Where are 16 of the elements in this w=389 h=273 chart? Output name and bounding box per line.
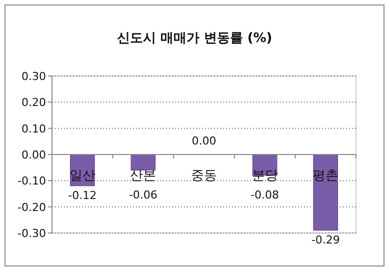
- x-tick-label: 평촌: [312, 168, 339, 184]
- data-label: -0.08: [250, 188, 280, 202]
- data-label: -0.29: [311, 233, 340, 246]
- y-tick-label: 0.30: [22, 70, 46, 83]
- y-tick-label: 0.00: [22, 148, 46, 162]
- x-tick-label: 중동: [191, 168, 217, 184]
- data-label: -0.06: [128, 188, 158, 202]
- y-tick-label: 0.20: [22, 96, 46, 110]
- chart-title: 신도시 매매가 변동률 (%): [116, 31, 272, 46]
- y-tick-label: 0.10: [22, 122, 46, 136]
- data-label: 0.00: [192, 134, 216, 148]
- x-tick-label: 산본: [130, 168, 156, 184]
- y-tick-label: -0.30: [18, 227, 46, 240]
- data-label: -0.12: [68, 188, 97, 202]
- y-tick-label: -0.20: [18, 200, 46, 214]
- y-tick-label: -0.10: [18, 174, 46, 188]
